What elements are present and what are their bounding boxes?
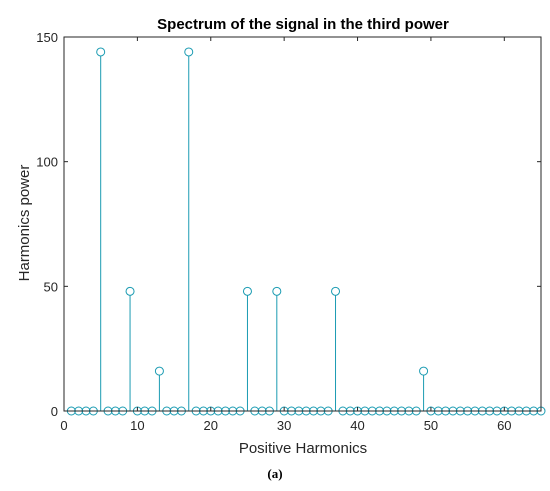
stem-point xyxy=(125,286,135,411)
stem-point xyxy=(96,47,106,411)
stem-point xyxy=(184,47,194,411)
x-tick-label: 50 xyxy=(424,418,438,433)
stem-point xyxy=(272,286,282,411)
stem-point xyxy=(154,366,164,411)
stem-marker xyxy=(96,47,106,57)
y-tick-label: 150 xyxy=(36,30,58,45)
x-tick-label: 30 xyxy=(277,418,291,433)
plot-frame xyxy=(63,36,542,412)
stem-marker xyxy=(184,47,194,57)
stem-marker xyxy=(272,286,282,296)
stem-point xyxy=(242,286,252,411)
x-tick-label: 20 xyxy=(204,418,218,433)
stem-marker xyxy=(331,286,341,296)
stem-point xyxy=(419,366,429,411)
y-tick-label: 50 xyxy=(44,279,58,294)
stem-series xyxy=(66,47,546,416)
stem-marker xyxy=(154,366,164,376)
y-axis-label: Harmonics power xyxy=(16,165,33,282)
chart-title: Spectrum of the signal in the third powe… xyxy=(157,16,449,33)
y-tick-label: 100 xyxy=(36,155,58,170)
x-tick-label: 10 xyxy=(130,418,144,433)
stem-marker xyxy=(125,286,135,296)
x-tick-label: 40 xyxy=(350,418,364,433)
stem-marker xyxy=(242,286,252,296)
axes: 0 10 20 30 40 50 60 0 50 100 150 xyxy=(36,30,542,433)
x-axis-label: Positive Harmonics xyxy=(239,440,367,457)
figure-caption: (a) xyxy=(267,466,283,481)
x-tick-label: 60 xyxy=(497,418,511,433)
y-tick-label: 0 xyxy=(51,404,58,419)
stem-point xyxy=(331,286,341,411)
x-tick-label: 0 xyxy=(60,418,67,433)
stem-marker xyxy=(419,366,429,376)
